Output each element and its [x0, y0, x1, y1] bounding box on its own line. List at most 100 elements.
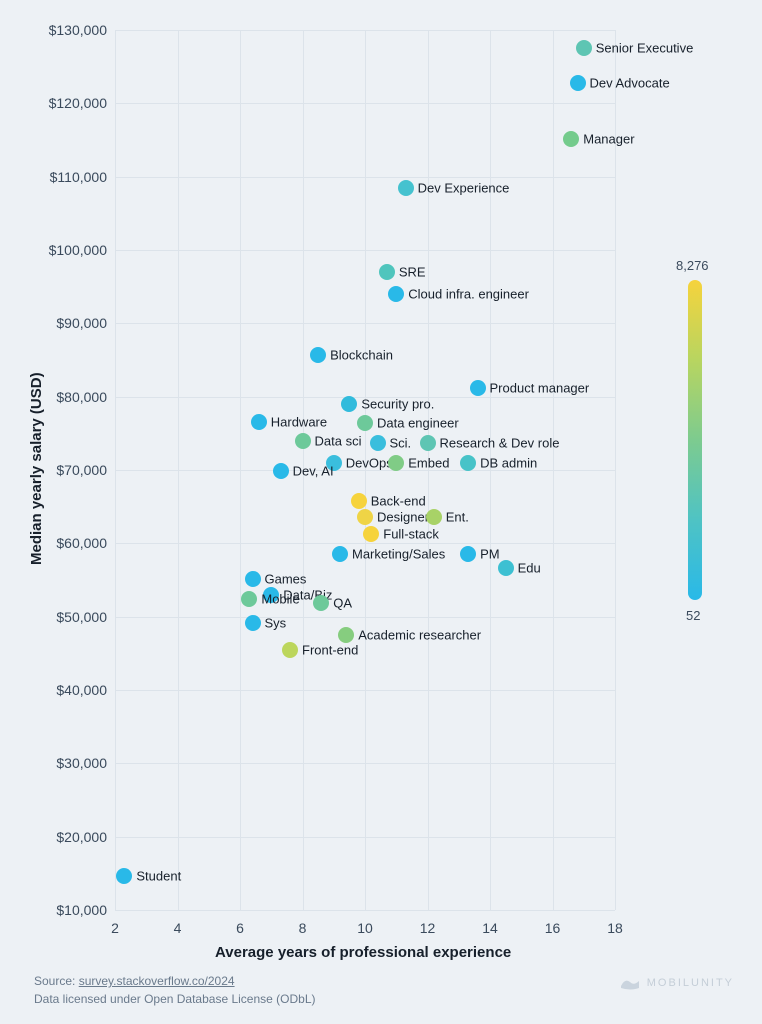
x-tick: 18	[607, 920, 623, 936]
data-point-label: Mobile	[261, 592, 299, 607]
y-tick: $10,000	[56, 902, 107, 918]
watermark-text: MOBILUNITY	[647, 977, 734, 989]
data-point	[357, 415, 373, 431]
data-point-label: Product manager	[490, 380, 590, 395]
data-point-label: QA	[333, 596, 352, 611]
data-point	[341, 396, 357, 412]
data-point-label: DB admin	[480, 455, 537, 470]
data-point	[245, 571, 261, 587]
x-tick: 14	[482, 920, 498, 936]
y-tick: $40,000	[56, 682, 107, 698]
data-point	[351, 493, 367, 509]
data-point-label: Dev, AI	[293, 464, 334, 479]
gridline-v	[240, 30, 241, 910]
data-point-label: Data sci	[315, 434, 362, 449]
y-axis-label: Median yearly salary (USD)	[28, 372, 45, 565]
data-point-label: Sci.	[390, 435, 412, 450]
data-point	[295, 433, 311, 449]
data-point	[338, 627, 354, 643]
data-point	[498, 560, 514, 576]
y-tick: $30,000	[56, 755, 107, 771]
footer: Source: survey.stackoverflow.co/2024 Dat…	[34, 972, 316, 1008]
gridline-v	[615, 30, 616, 910]
data-point	[370, 435, 386, 451]
colorbar-max-label: 8,276	[676, 258, 709, 273]
data-point	[426, 509, 442, 525]
data-point	[313, 595, 329, 611]
data-point-label: Marketing/Sales	[352, 547, 445, 562]
x-tick: 16	[545, 920, 561, 936]
x-tick: 2	[111, 920, 119, 936]
data-point	[420, 435, 436, 451]
data-point-label: Academic researcher	[358, 628, 481, 643]
data-point-label: Hardware	[271, 415, 327, 430]
data-point	[116, 868, 132, 884]
data-point-label: Dev Experience	[418, 180, 510, 195]
y-tick: $60,000	[56, 535, 107, 551]
data-point-label: SRE	[399, 265, 426, 280]
colorbar	[688, 280, 702, 600]
data-point-label: PM	[480, 547, 500, 562]
data-point	[576, 40, 592, 56]
footer-source-link[interactable]: survey.stackoverflow.co/2024	[79, 974, 235, 988]
y-tick: $120,000	[49, 95, 107, 111]
gridline-v	[178, 30, 179, 910]
data-point	[310, 347, 326, 363]
data-point-label: Dev Advocate	[590, 75, 670, 90]
gridline-h	[115, 910, 615, 911]
y-tick: $50,000	[56, 609, 107, 625]
y-tick: $90,000	[56, 315, 107, 331]
data-point-label: Front-end	[302, 642, 358, 657]
footer-source-prefix: Source:	[34, 974, 79, 988]
data-point	[470, 380, 486, 396]
data-point	[460, 546, 476, 562]
data-point-label: Embed	[408, 455, 449, 470]
data-point	[273, 463, 289, 479]
scatter-chart: $10,000 $20,000 $30,000 $40,000 $50,000 $60,0…	[0, 0, 762, 1024]
data-point	[570, 75, 586, 91]
data-point	[398, 180, 414, 196]
data-point	[282, 642, 298, 658]
data-point	[388, 286, 404, 302]
data-point	[363, 526, 379, 542]
data-point-label: DevOps	[346, 455, 393, 470]
data-point	[245, 615, 261, 631]
data-point	[563, 131, 579, 147]
data-point	[251, 414, 267, 430]
data-point-label: Research & Dev role	[440, 435, 560, 450]
colorbar-min-label: 52	[686, 608, 700, 623]
watermark: MOBILUNITY	[619, 976, 734, 990]
footer-license: Data licensed under Open Database Licens…	[34, 992, 316, 1006]
data-point-label: Senior Executive	[596, 41, 694, 56]
data-point	[379, 264, 395, 280]
data-point-label: Data engineer	[377, 416, 459, 431]
data-point-label: Games	[265, 571, 307, 586]
data-point-label: Manager	[583, 131, 634, 146]
data-point-label: Student	[136, 868, 181, 883]
data-point-label: Edu	[518, 560, 541, 575]
data-point-label: Full-stack	[383, 526, 439, 541]
data-point-label: Cloud infra. engineer	[408, 287, 529, 302]
x-tick: 10	[357, 920, 373, 936]
data-point-label: Sys	[265, 616, 287, 631]
x-tick: 12	[420, 920, 436, 936]
data-point-label: Ent.	[446, 509, 469, 524]
x-tick: 4	[174, 920, 182, 936]
data-point	[388, 455, 404, 471]
data-point-label: Blockchain	[330, 347, 393, 362]
data-point-label: Designer	[377, 509, 429, 524]
data-point	[357, 509, 373, 525]
data-point-label: Back-end	[371, 493, 426, 508]
data-point	[332, 546, 348, 562]
data-point	[241, 591, 257, 607]
x-tick: 6	[236, 920, 244, 936]
data-point	[460, 455, 476, 471]
x-axis-label: Average years of professional experience	[215, 944, 511, 961]
data-point-label: Security pro.	[361, 397, 434, 412]
gridline-v	[115, 30, 116, 910]
y-tick: $20,000	[56, 829, 107, 845]
y-tick: $80,000	[56, 389, 107, 405]
y-tick: $130,000	[49, 22, 107, 38]
y-tick: $100,000	[49, 242, 107, 258]
y-tick: $70,000	[56, 462, 107, 478]
